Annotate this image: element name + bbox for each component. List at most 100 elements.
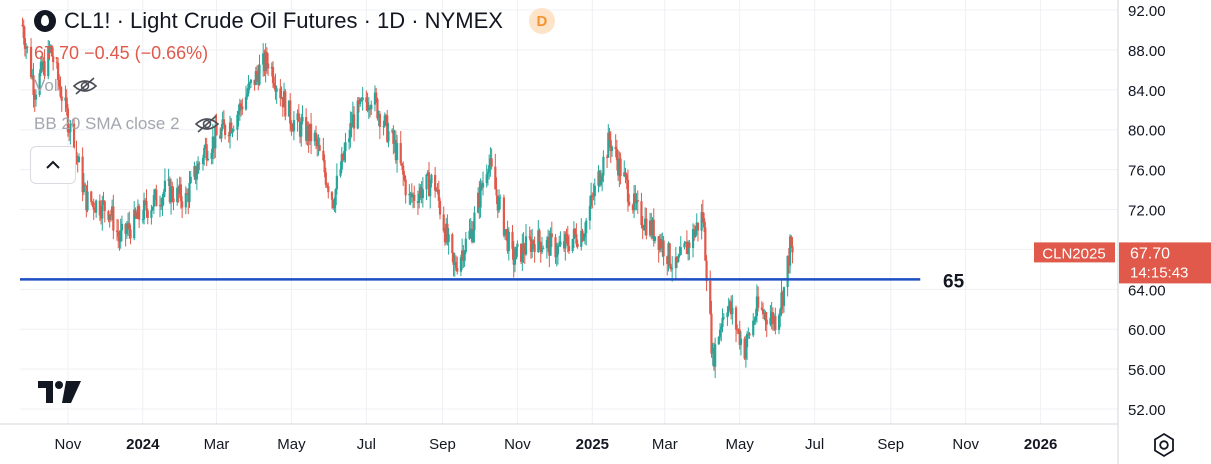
- candle: [296, 113, 299, 121]
- candle: [662, 240, 665, 257]
- x-tick-label: Mar: [204, 436, 230, 453]
- candle: [435, 190, 438, 192]
- candle: [126, 222, 130, 230]
- candle: [564, 233, 567, 249]
- indicator-volume[interactable]: Vol: [34, 76, 98, 96]
- candle: [524, 236, 528, 255]
- candle: [489, 158, 492, 166]
- candle: [605, 156, 609, 158]
- x-tick-label: Nov: [952, 436, 979, 453]
- candle: [323, 160, 326, 173]
- candle: [770, 312, 773, 318]
- axis-settings-icon[interactable]: [1151, 432, 1177, 458]
- candle: [144, 200, 147, 202]
- candle: [86, 191, 89, 211]
- candle: [230, 122, 233, 133]
- candle: [754, 316, 757, 321]
- candle: [292, 120, 295, 132]
- candle: [254, 71, 257, 85]
- candle: [710, 313, 713, 354]
- candle: [781, 292, 784, 306]
- delay-badge[interactable]: D: [528, 8, 555, 34]
- candle: [29, 46, 33, 78]
- candle: [558, 245, 561, 247]
- candle: [520, 243, 523, 262]
- x-tick-label: Jul: [357, 436, 376, 453]
- candle: [76, 157, 79, 163]
- candle: [403, 174, 406, 180]
- candle: [787, 256, 790, 266]
- candle: [531, 240, 534, 252]
- candle: [145, 200, 148, 211]
- candle: [601, 175, 604, 182]
- candle: [650, 220, 653, 236]
- candle: [538, 230, 541, 243]
- candle: [615, 149, 618, 161]
- candle: [351, 114, 354, 128]
- candle: [244, 96, 248, 110]
- eye-hidden-icon[interactable]: [72, 77, 98, 95]
- y-tick-label: 76.00: [1128, 163, 1166, 180]
- candle: [42, 61, 45, 71]
- candle: [548, 236, 551, 256]
- candle: [289, 100, 292, 124]
- candle: [151, 206, 154, 211]
- candle: [348, 138, 351, 143]
- y-tick-label: 52.00: [1128, 402, 1166, 419]
- candle: [529, 237, 533, 252]
- candle: [58, 79, 61, 87]
- candle: [370, 104, 373, 110]
- candle: [675, 256, 679, 262]
- candle: [102, 200, 105, 202]
- candle: [459, 257, 463, 272]
- candle: [430, 174, 433, 184]
- candle: [472, 230, 475, 242]
- y-tick-label: 92.00: [1128, 3, 1166, 20]
- candle: [512, 248, 515, 265]
- candle: [420, 187, 423, 199]
- tradingview-logo-icon[interactable]: [38, 381, 82, 405]
- candle: [660, 238, 663, 249]
- candle: [456, 267, 459, 272]
- candle: [446, 223, 449, 242]
- candle: [667, 243, 670, 265]
- candle: [464, 238, 467, 252]
- candle: [169, 186, 173, 203]
- candle: [478, 192, 481, 208]
- candle: [265, 52, 268, 64]
- candle: [583, 233, 587, 238]
- candle: [91, 201, 94, 203]
- collapse-legend-button[interactable]: [30, 146, 76, 184]
- candle: [590, 195, 593, 206]
- candle: [511, 232, 514, 249]
- candle: [436, 189, 439, 192]
- candle: [383, 115, 386, 126]
- candle: [21, 24, 24, 26]
- candle: [301, 117, 304, 122]
- candle: [273, 83, 276, 87]
- candle: [567, 245, 571, 251]
- candle: [752, 320, 755, 336]
- candle: [562, 241, 566, 249]
- candle: [313, 132, 316, 142]
- candle: [730, 301, 733, 315]
- candle: [134, 209, 137, 217]
- candle: [384, 115, 388, 117]
- candle: [479, 183, 482, 208]
- candle: [648, 220, 652, 236]
- candle: [185, 193, 189, 195]
- candle: [522, 243, 525, 254]
- indicator-bb[interactable]: BB 20 SMA close 2: [34, 114, 220, 134]
- candle: [545, 239, 548, 249]
- candle: [399, 143, 402, 164]
- last-price: 67.70: [34, 43, 80, 63]
- candle: [298, 121, 302, 137]
- eye-hidden-icon[interactable]: [194, 115, 220, 133]
- candle: [160, 205, 163, 207]
- candle: [48, 46, 51, 51]
- candle: [56, 63, 60, 80]
- candle: [120, 223, 124, 231]
- candle: [60, 96, 63, 101]
- horizontal-line-label: 65: [943, 271, 965, 292]
